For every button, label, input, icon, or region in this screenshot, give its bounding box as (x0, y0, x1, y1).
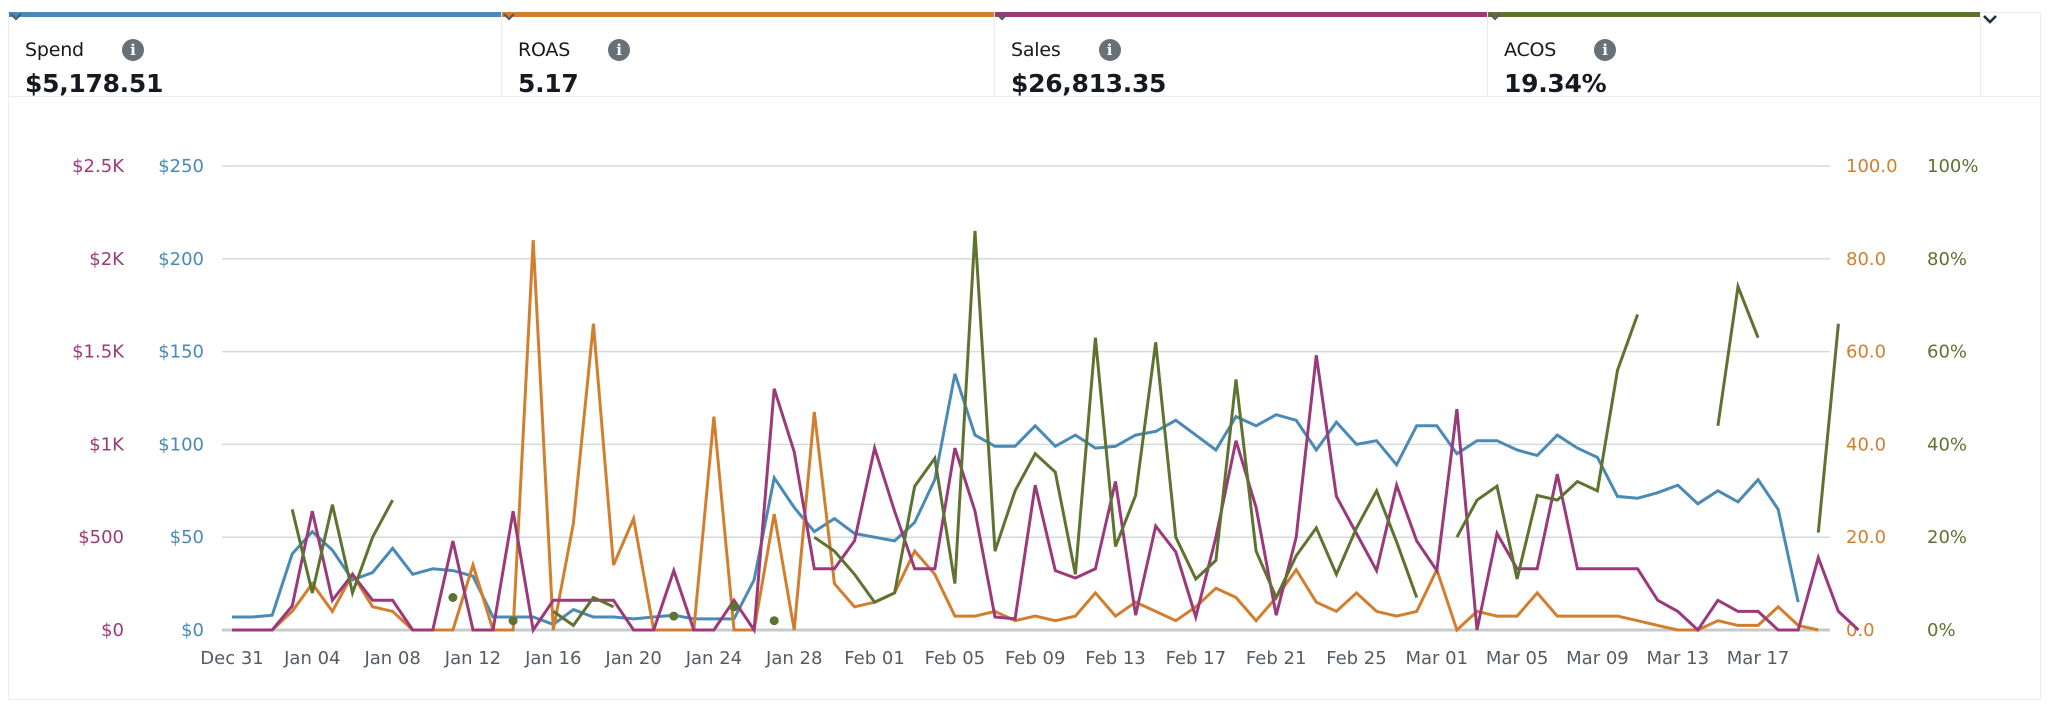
metric-value: 5.17 (518, 69, 579, 98)
line-segment-acos[interactable] (552, 595, 615, 628)
x-axis-tick-label: Mar 13 (1646, 648, 1709, 669)
spend-axis-tick-label: $100 (158, 434, 204, 455)
acos-axis-tick-label: 80% (1927, 249, 1967, 270)
metric-card-acos[interactable]: ACOS i 19.34% (1488, 12, 1980, 98)
acos-axis-tick-label: 0% (1927, 620, 1956, 641)
chevron-down-icon (1983, 15, 1997, 24)
line-segment-acos[interactable] (1455, 313, 1640, 580)
x-axis-tick-label: Feb 01 (844, 648, 905, 669)
line-segment-acos[interactable] (1716, 280, 1760, 427)
info-icon[interactable]: i (1594, 39, 1617, 61)
chart-container (8, 97, 2041, 700)
line-segment-spend[interactable] (232, 373, 1800, 627)
metric-color-bar (995, 12, 1487, 17)
chevron-down-icon[interactable] (10, 13, 110, 59)
acos-axis-tick-label: 100% (1927, 156, 1978, 177)
metric-label: Sales (1011, 39, 1061, 61)
x-axis-tick-label: Mar 09 (1566, 648, 1629, 669)
metric-color-bar (1488, 12, 1980, 17)
roas-axis-tick-label: 40.0 (1846, 434, 1886, 455)
x-axis-tick-label: Mar 17 (1727, 648, 1790, 669)
x-axis-tick-label: Feb 25 (1326, 648, 1387, 669)
sales-axis-tick-label: $1K (89, 434, 125, 455)
acos-axis-tick-label: 40% (1927, 434, 1967, 455)
metric-value: $26,813.35 (1011, 69, 1167, 98)
expand-metrics-button[interactable] (1981, 12, 2041, 97)
metric-label: ACOS (1504, 39, 1557, 61)
metric-cards: Spend i $5,178.51 ROAS i 5.17 Sales i $2… (8, 12, 1981, 98)
sales-axis-tick-label: $2.5K (72, 156, 125, 177)
sales-axis-tick-label: $500 (78, 527, 124, 548)
acos-axis-tick-label: 20% (1927, 527, 1967, 548)
x-axis-tick-label: Feb 13 (1085, 648, 1146, 669)
line-segment-sales[interactable] (232, 355, 1860, 635)
x-axis-tick-label: Jan 12 (444, 648, 501, 669)
x-axis-tick-label: Mar 05 (1486, 648, 1549, 669)
line-segment-acos[interactable] (813, 230, 1419, 605)
x-axis-tick-label: Feb 09 (1005, 648, 1066, 669)
data-point-acos[interactable] (669, 611, 679, 621)
info-icon[interactable]: i (1098, 39, 1121, 61)
metric-card-sales[interactable]: Sales i $26,813.35 (995, 12, 1488, 98)
line-segment-acos[interactable] (1816, 323, 1840, 533)
sales-axis-tick-label: $1.5K (72, 342, 125, 363)
metric-value: 19.34% (1504, 69, 1607, 98)
x-axis-tick-label: Feb 17 (1166, 648, 1227, 669)
series-roas (232, 240, 1819, 633)
chevron-down-icon[interactable] (996, 13, 1087, 59)
x-axis-tick-label: Jan 16 (524, 648, 581, 669)
x-axis-tick-label: Dec 31 (200, 648, 263, 669)
acos-axis-tick-label: 60% (1927, 342, 1967, 363)
data-point-acos[interactable] (769, 616, 779, 626)
metric-label: ROAS (518, 39, 571, 61)
chevron-down-icon[interactable] (1489, 13, 1582, 59)
metric-color-bar (9, 12, 501, 17)
metric-card-roas[interactable]: ROAS i 5.17 (502, 12, 995, 98)
x-axis-tick-label: Jan 20 (604, 648, 661, 669)
x-axis-tick-label: Jan 24 (685, 648, 742, 669)
chevron-down-icon[interactable] (503, 13, 596, 59)
sales-axis-tick-label: $0 (101, 620, 124, 641)
info-icon[interactable]: i (121, 39, 144, 61)
sales-axis-tick-label: $2K (89, 249, 125, 270)
metric-card-spend[interactable]: Spend i $5,178.51 (9, 12, 502, 98)
series-sales (232, 355, 1860, 635)
metric-value: $5,178.51 (25, 69, 164, 98)
data-point-acos[interactable] (448, 593, 458, 602)
roas-axis-tick-label: 80.0 (1846, 249, 1886, 270)
spend-axis-tick-label: $0 (181, 620, 204, 641)
spend-axis-tick-label: $50 (170, 527, 204, 548)
data-point-acos[interactable] (729, 602, 739, 612)
spend-axis-tick-label: $150 (158, 342, 204, 363)
info-icon[interactable]: i (608, 39, 631, 61)
x-axis-tick-label: Feb 05 (925, 648, 986, 669)
roas-axis-tick-label: 60.0 (1846, 342, 1886, 363)
roas-axis-tick-label: 20.0 (1846, 527, 1886, 548)
data-point-acos[interactable] (508, 616, 518, 626)
spend-axis-tick-label: $200 (158, 249, 204, 270)
metric-color-bar (502, 12, 994, 17)
line-segment-roas[interactable] (232, 240, 1819, 633)
x-axis-tick-label: Feb 21 (1246, 648, 1307, 669)
series-spend (232, 373, 1800, 627)
metric-label: Spend (25, 39, 84, 61)
x-axis-tick-label: Mar 01 (1406, 648, 1469, 669)
series-acos (290, 230, 1840, 628)
line-segment-acos[interactable] (290, 499, 394, 599)
roas-axis-tick-label: 100.0 (1846, 156, 1898, 177)
x-axis-tick-label: Jan 28 (765, 648, 822, 669)
x-axis-tick-label: Jan 08 (363, 648, 420, 669)
spend-axis-tick-label: $250 (158, 156, 204, 177)
x-axis-tick-label: Jan 04 (283, 648, 340, 669)
